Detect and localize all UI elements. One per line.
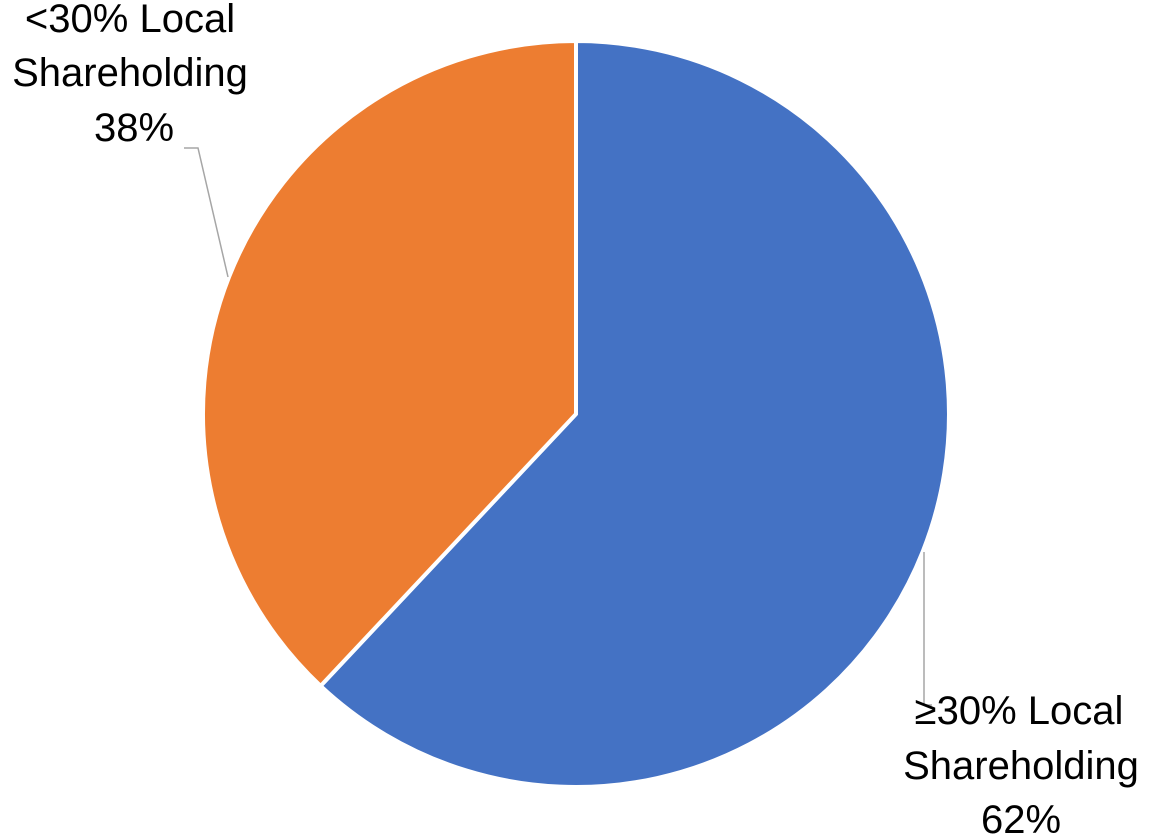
data-label-lt30-line1: <30% Local [25,0,235,41]
data-label-ge30-percent: 62% [981,798,1061,836]
pie-slice-ge30-local-shareholding [318,39,951,789]
data-label-lt30-line2: Shareholding [12,51,248,95]
leader-line-ge30 [923,552,932,706]
leader-line-lt30 [184,147,229,278]
data-label-ge30-line2: Shareholding [903,744,1139,788]
data-label-lt30-percent: 38% [94,106,174,150]
data-label-lt30: <30% Local Shareholding 38% [12,0,248,150]
pie-slices [200,39,951,789]
data-label-ge30-line1: ≥30% Local [915,689,1124,733]
leader-lines [184,147,932,706]
data-label-ge30: ≥30% Local Shareholding 62% [903,689,1139,836]
pie-slice-lt30-local-shareholding [200,39,578,688]
